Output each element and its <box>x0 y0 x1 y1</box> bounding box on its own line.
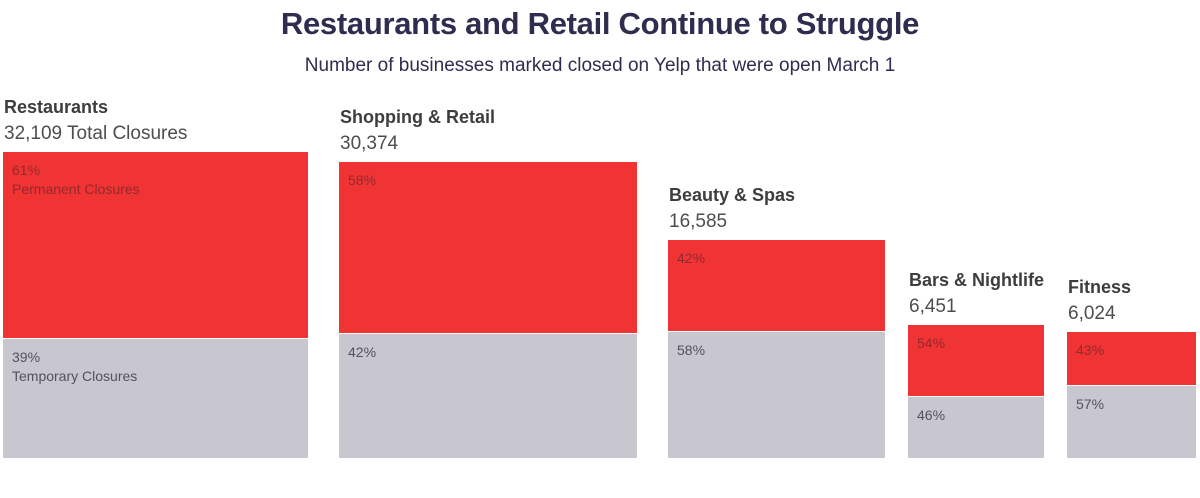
chart-subtitle: Number of businesses marked closed on Ye… <box>304 55 896 76</box>
category-header: Shopping & Retail 30,374 <box>340 104 495 157</box>
temporary-pct-label: 57% <box>1076 396 1105 413</box>
category-total: 32,109 Total Closures <box>4 123 188 144</box>
chart-header: Restaurants and Retail Continue to Strug… <box>0 0 1200 77</box>
category-header: Fitness 6,024 <box>1068 274 1131 327</box>
temporary-closures-segment: 39% Temporary Closures <box>3 338 308 458</box>
temporary-sublabel: Temporary Closures <box>12 367 138 384</box>
category-label: Beauty & Spas <box>669 185 796 205</box>
temporary-closures-segment: 46% <box>908 396 1044 458</box>
permanent-pct-label: 58% <box>348 172 377 188</box>
permanent-sublabel: Permanent Closures <box>12 181 140 197</box>
category-total: 6,451 <box>909 296 957 317</box>
temporary-closures-segment: 58% <box>668 331 885 458</box>
category-bar: Fitness 6,024 43% 57% <box>1067 277 1196 458</box>
category-header: Beauty & Spas 16,585 <box>669 182 795 235</box>
temporary-pct-label: 39% <box>12 348 41 365</box>
chart-title: Restaurants and Retail Continue to Strug… <box>280 6 920 41</box>
temporary-pct-label: 58% <box>677 341 706 358</box>
temporary-pct-label: 42% <box>348 343 377 360</box>
permanent-pct-label: 42% <box>677 250 706 266</box>
category-bar: Shopping & Retail 30,374 58% 42% <box>339 107 637 458</box>
permanent-closures-segment: 43% <box>1067 332 1196 387</box>
permanent-closures-segment: 42% <box>668 240 885 332</box>
permanent-pct-label: 43% <box>1076 342 1105 358</box>
category-label: Bars & Nightlife <box>909 270 1045 290</box>
permanent-pct-label: 61% <box>12 162 41 178</box>
permanent-closures-segment: 54% <box>908 325 1044 397</box>
category-total: 30,374 <box>340 133 399 154</box>
category-header: Bars & Nightlife 6,451 <box>909 267 1044 320</box>
temporary-pct-label: 46% <box>917 406 946 423</box>
chart-area: Restaurants 32,109 Total Closures 61% Pe… <box>3 97 1196 458</box>
category-bar: Beauty & Spas 16,585 42% 58% <box>668 185 885 458</box>
permanent-closures-segment: 58% <box>339 162 637 334</box>
category-label: Fitness <box>1068 277 1132 297</box>
permanent-closures-segment: 61% Permanent Closures <box>3 152 308 339</box>
permanent-pct-label: 54% <box>917 335 946 351</box>
category-label: Shopping & Retail <box>340 107 495 127</box>
temporary-closures-segment: 42% <box>339 333 637 458</box>
category-total: 16,585 <box>669 211 728 232</box>
category-total: 6,024 <box>1068 303 1116 324</box>
category-header: Restaurants 32,109 Total Closures <box>4 94 187 147</box>
category-bar: Bars & Nightlife 6,451 54% 46% <box>908 270 1044 458</box>
temporary-closures-segment: 57% <box>1067 386 1196 458</box>
category-label: Restaurants <box>4 97 109 117</box>
category-bar: Restaurants 32,109 Total Closures 61% Pe… <box>3 97 308 458</box>
